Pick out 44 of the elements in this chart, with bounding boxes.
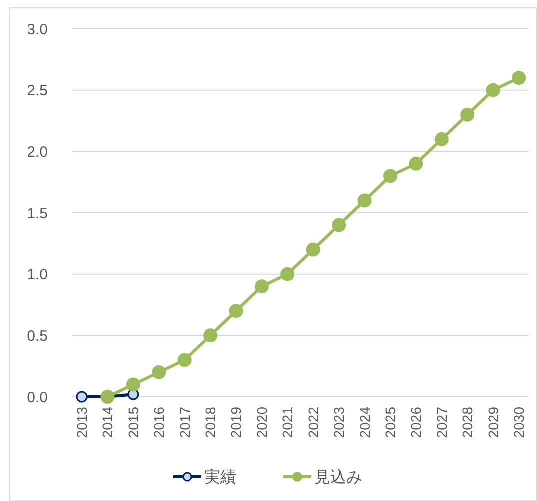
point [486,83,500,98]
y-tick-label: 2.5 [27,82,48,100]
y-tick-label: 2.0 [27,144,48,161]
x-tick-label: 2015 [125,406,142,438]
x-tick-label: 2021 [280,406,296,438]
x-tick-label: 2028 [460,406,476,438]
point [126,378,140,392]
point [306,242,320,257]
x-tick-label: 2026 [408,406,424,438]
x-tick-label: 2014 [100,406,116,438]
point [204,328,218,343]
point [460,108,475,122]
point [409,156,424,171]
point [229,304,244,318]
y-tick-label: 0.5 [27,328,48,345]
y-tick-label: 1.0 [27,266,48,284]
x-tick-label: 2017 [176,406,193,438]
point [358,194,372,208]
y-tick-label: 1.5 [27,205,48,222]
point [178,353,192,368]
x-tick-label: 2023 [331,406,348,438]
point [254,280,269,294]
point [76,391,88,403]
point [383,169,398,184]
legend-label: 実績 [204,468,236,487]
x-tick-label: 2024 [356,406,373,438]
x-tick-label: 2019 [228,406,244,438]
y-tick-label: 3.0 [27,21,48,38]
x-tick-label: 2020 [254,406,270,438]
point [332,218,346,232]
point [434,132,449,146]
x-tick-label: 2030 [511,406,527,438]
point [280,267,295,282]
x-tick-label: 2016 [151,406,168,438]
x-tick-label: 2029 [485,406,502,438]
legend-label: 見込み [314,468,362,487]
x-tick-label: 2022 [305,406,322,438]
x-tick-label: 2018 [202,406,219,438]
y-tick-label: 0.0 [27,389,48,406]
x-tick-label: 2025 [382,406,398,438]
point [152,365,166,380]
x-tick-label: 2013 [74,406,90,438]
point [512,71,526,86]
x-tick-label: 2027 [434,406,450,438]
